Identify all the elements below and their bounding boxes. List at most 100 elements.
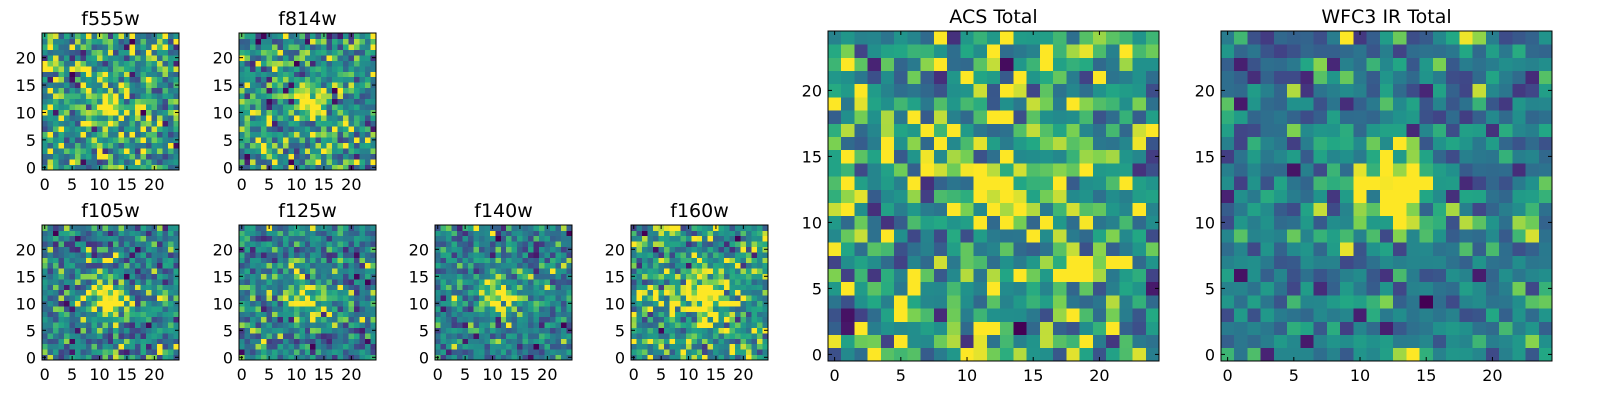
heatmap-cell xyxy=(299,131,306,138)
heatmap-cell xyxy=(1013,31,1027,45)
heatmap-cell xyxy=(140,235,147,242)
heatmap-cell xyxy=(310,104,317,111)
heatmap-cell xyxy=(332,354,339,361)
heatmap-cell xyxy=(1300,189,1315,203)
heatmap-cell xyxy=(451,349,458,355)
heatmap-cell xyxy=(506,262,513,269)
heatmap-cell xyxy=(260,93,267,100)
heatmap-cell xyxy=(658,343,665,350)
heatmap-cell xyxy=(1432,308,1447,322)
heatmap-cell xyxy=(288,284,295,291)
heatmap-cell xyxy=(1353,308,1368,322)
heatmap-cell xyxy=(1013,189,1027,203)
heatmap-cell xyxy=(440,273,447,280)
heatmap-cell xyxy=(473,252,480,258)
heatmap-cell xyxy=(113,43,120,50)
heatmap-cell xyxy=(702,268,709,274)
heatmap-cell xyxy=(96,137,103,143)
heatmap-cell xyxy=(266,142,273,149)
heatmap-cell xyxy=(304,126,311,133)
heatmap-cell xyxy=(467,252,474,258)
heatmap-cell xyxy=(96,115,103,122)
heatmap-cell xyxy=(124,71,131,78)
heatmap-cell xyxy=(102,98,109,105)
heatmap-cell xyxy=(249,327,256,334)
heatmap-cell xyxy=(299,246,306,253)
heatmap-cell xyxy=(707,354,714,361)
heatmap-cell xyxy=(244,115,251,122)
heatmap-cell xyxy=(947,110,961,124)
heatmap-cell xyxy=(348,76,355,83)
heatmap-cell xyxy=(129,137,136,143)
heatmap-cell xyxy=(249,349,256,355)
heatmap-cell xyxy=(1092,189,1107,203)
heatmap-cell xyxy=(544,279,551,285)
heatmap-cell xyxy=(365,306,371,312)
heatmap-cell xyxy=(113,295,120,301)
heatmap-cell xyxy=(85,311,92,318)
heatmap-cell xyxy=(495,311,502,318)
heatmap-cell xyxy=(440,306,447,312)
heatmap-cell xyxy=(244,54,251,61)
heatmap-cell xyxy=(96,43,103,50)
heatmap-cell xyxy=(1066,136,1080,151)
heatmap-cell xyxy=(315,322,322,328)
heatmap-cell xyxy=(299,279,306,285)
heatmap-cell xyxy=(828,242,842,256)
y-tick-label: 10 xyxy=(802,213,822,232)
heatmap-cell xyxy=(506,284,513,291)
heatmap-cell xyxy=(1446,347,1460,362)
heatmap-cell xyxy=(146,65,152,72)
heatmap-cell xyxy=(271,354,278,361)
heatmap-cell xyxy=(641,268,648,274)
heatmap-cell xyxy=(168,71,174,78)
heatmap-cell xyxy=(533,333,540,339)
heatmap-cell xyxy=(42,159,48,165)
heatmap-cell xyxy=(757,273,763,280)
heatmap-cell xyxy=(1300,149,1315,164)
heatmap-cell xyxy=(1053,97,1067,111)
heatmap-cell xyxy=(365,284,371,291)
heatmap-cell xyxy=(669,354,676,361)
heatmap-cell xyxy=(933,70,948,85)
heatmap-cell xyxy=(277,98,284,105)
heatmap-cell xyxy=(293,289,300,296)
heatmap-cell xyxy=(907,57,922,71)
heatmap-cell xyxy=(451,284,458,291)
heatmap-cell xyxy=(80,230,87,237)
heatmap-cell xyxy=(249,252,256,258)
heatmap-cell xyxy=(63,137,70,143)
heatmap-cell xyxy=(691,354,698,361)
heatmap-cell xyxy=(107,93,114,100)
heatmap-cell xyxy=(282,246,289,253)
heatmap-cell xyxy=(1446,176,1460,190)
heatmap-cell xyxy=(841,281,855,296)
heatmap-cell xyxy=(288,54,295,61)
heatmap-cell xyxy=(517,246,524,253)
heatmap-cell xyxy=(1053,215,1067,230)
heatmap-cell xyxy=(310,65,317,72)
heatmap-cell xyxy=(1512,229,1526,243)
heatmap-cell xyxy=(310,43,317,50)
heatmap-cell xyxy=(484,311,491,318)
heatmap-cell xyxy=(266,268,273,274)
heatmap-cell xyxy=(310,284,317,291)
heatmap-cell xyxy=(80,126,87,133)
heatmap-cell xyxy=(80,354,87,361)
heatmap-cell xyxy=(907,215,922,230)
heatmap-cell xyxy=(462,257,469,264)
heatmap-cell xyxy=(1260,215,1275,230)
heatmap-cell xyxy=(42,76,48,83)
heatmap-cell xyxy=(478,262,485,269)
heatmap-cell xyxy=(260,131,267,138)
heatmap-cell xyxy=(511,230,518,237)
heatmap-cell xyxy=(96,60,103,67)
heatmap-cell xyxy=(255,322,262,328)
heatmap-cell xyxy=(249,354,256,361)
heatmap-cell xyxy=(255,49,262,56)
heatmap-cell xyxy=(80,316,87,323)
heatmap-cell xyxy=(74,60,81,67)
heatmap-cell xyxy=(435,279,441,285)
heatmap-cell xyxy=(244,322,251,328)
